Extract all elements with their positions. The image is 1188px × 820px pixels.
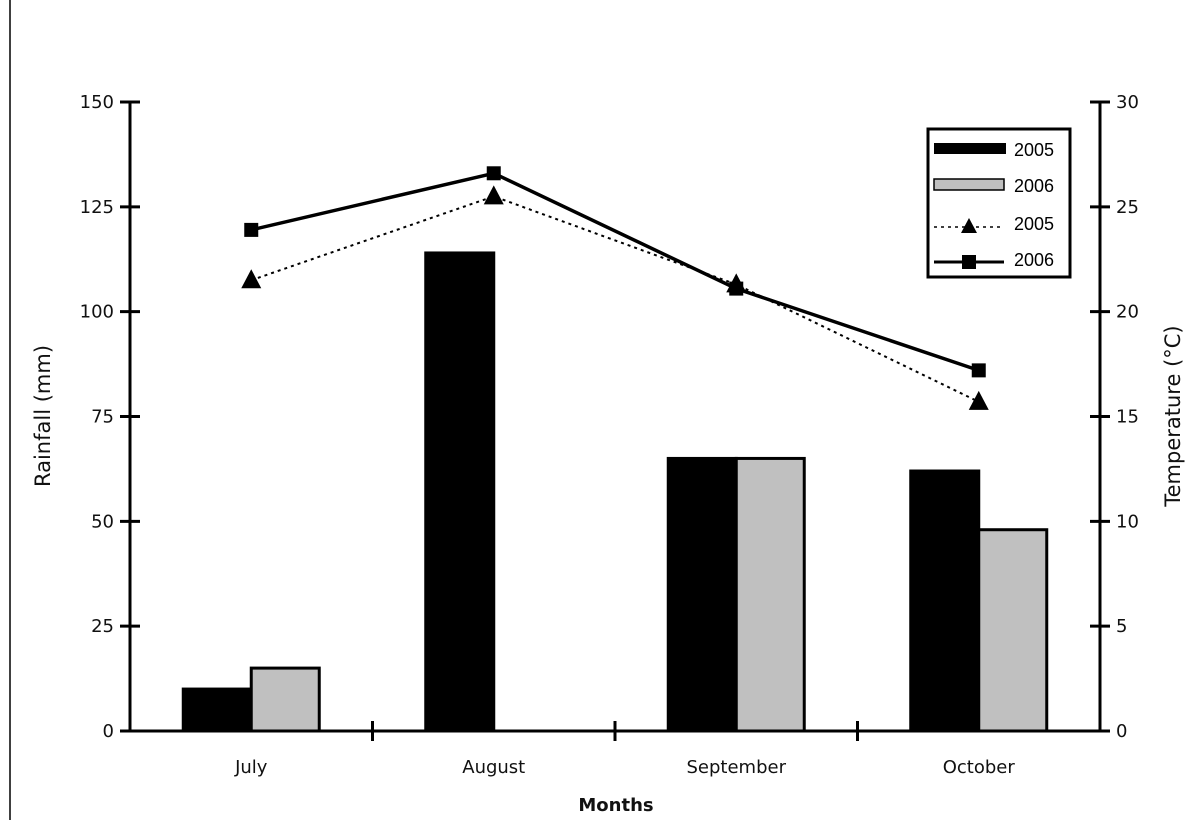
legend-label-line-2006: 2006 xyxy=(1014,250,1054,270)
lines-layer xyxy=(241,166,989,410)
legend: 2005 2006 2005 2006 xyxy=(926,127,1072,279)
bar-2006-october xyxy=(977,528,1049,733)
x-tick-label-july: July xyxy=(234,757,268,778)
y-tick-label: 150 xyxy=(80,92,114,113)
y2-tick-label: 0 xyxy=(1116,721,1127,742)
x-tick-label-september: September xyxy=(687,757,787,778)
bar-2005-october xyxy=(909,469,981,733)
bar-2005-july xyxy=(181,687,253,733)
y-axis-title: Rainfall (mm) xyxy=(31,345,55,487)
bar-2005-august xyxy=(424,251,496,733)
marker-square-2006-july xyxy=(244,222,259,237)
marker-square-2006-september xyxy=(729,281,744,296)
y2-tick-label: 30 xyxy=(1116,92,1139,113)
line-2006-square xyxy=(250,171,980,373)
marker-triangle-2005-july xyxy=(241,269,262,289)
y-tick-label: 100 xyxy=(80,302,114,323)
legend-marker-square-2006 xyxy=(962,255,976,269)
x-tick-label-october: October xyxy=(943,757,1016,778)
line-2005-triangle xyxy=(250,195,980,403)
axes-layer xyxy=(120,100,1110,741)
y-tick-label: 125 xyxy=(80,197,114,218)
y2-tick-label: 5 xyxy=(1116,616,1127,637)
x-tick-label-august: August xyxy=(462,757,525,778)
y2-tick-label: 15 xyxy=(1116,407,1139,428)
marker-triangle-2005-october xyxy=(968,390,989,410)
bar-2006-september xyxy=(734,456,806,733)
y2-tick-label: 10 xyxy=(1116,511,1139,532)
y-tick-label: 0 xyxy=(103,721,114,742)
legend-swatch-bar-2005 xyxy=(934,143,1006,154)
legend-marker-triangle-2005 xyxy=(961,218,977,233)
y2-axis-title: Temperature (°C) xyxy=(1161,325,1185,507)
bars-layer xyxy=(181,251,1049,733)
y-tick-label: 25 xyxy=(91,616,114,637)
y2-tick-label: 20 xyxy=(1116,302,1139,323)
marker-square-2006-october xyxy=(971,363,986,378)
marker-square-2006-august xyxy=(486,166,501,181)
legend-label-line-2005: 2005 xyxy=(1014,214,1054,234)
y-tick-label: 75 xyxy=(91,407,114,428)
legend-label-bar-2006: 2006 xyxy=(1014,176,1054,196)
x-axis-title: Months xyxy=(578,795,653,816)
y-tick-label: 50 xyxy=(91,511,114,532)
y2-tick-label: 25 xyxy=(1116,197,1139,218)
legend-label-bar-2005: 2005 xyxy=(1014,140,1054,160)
bar-2006-july xyxy=(249,666,321,733)
bar-2005-september xyxy=(666,456,738,733)
labels-layer: 0 25 50 75 100 125 150 0 5 10 15 20 25 30 July August Se… xyxy=(80,92,1139,778)
marker-triangle-2005-august xyxy=(483,185,504,205)
legend-swatch-bar-2006 xyxy=(933,178,1005,191)
